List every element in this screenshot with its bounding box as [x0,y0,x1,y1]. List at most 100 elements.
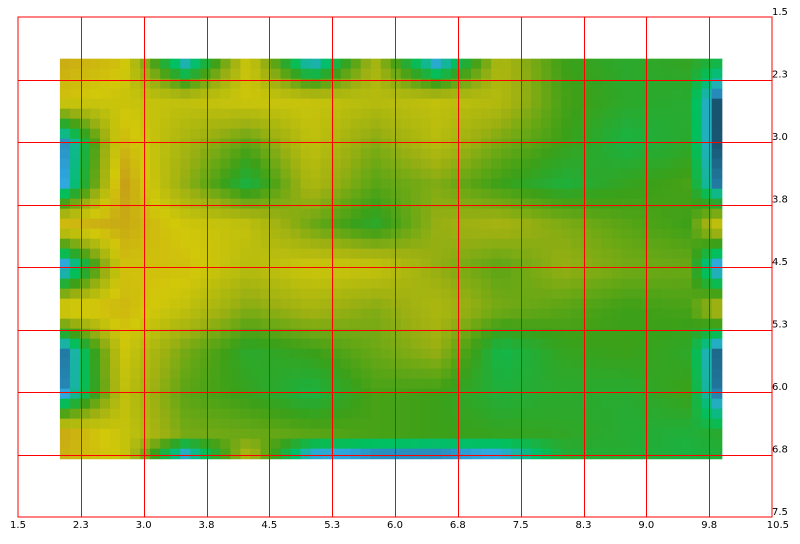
heat-cell [270,158,282,170]
heat-cell [360,238,372,250]
heat-cell [360,118,372,130]
heat-cell [69,408,81,420]
heat-cell [390,308,402,320]
heat-cell [320,288,332,300]
heat-cell [440,318,452,330]
heat-cell [461,278,472,290]
heat-cell [531,288,542,300]
heat-cell [170,228,181,240]
heat-cell [170,368,181,380]
heat-cell [290,198,302,210]
heat-cell [330,408,342,420]
heat-cell [430,128,442,140]
heat-cell [100,308,111,320]
heat-cell [170,408,181,420]
heat-cell [59,368,71,380]
heat-cell [370,238,382,250]
heat-cell [561,118,572,130]
heat-cell [100,378,111,390]
heat-cell [621,258,633,270]
heat-cell [310,258,322,270]
heat-cell [631,98,643,110]
heat-cell [671,158,683,170]
heat-cell [531,348,542,360]
heat-cell [701,378,713,390]
heat-cell [250,298,262,310]
heat-cell [471,178,482,190]
heat-cell [300,168,312,180]
heat-cell [471,128,482,140]
heat-cell [140,358,151,370]
heat-cell [410,148,422,160]
heat-cell [711,78,723,90]
heat-cell [521,438,532,450]
heat-cell [210,328,221,340]
heat-cell [290,118,302,130]
heat-cell [410,58,422,70]
heat-cell [240,248,252,260]
heat-cell [320,438,332,450]
heat-cell [260,348,272,360]
heat-cell [711,228,723,240]
heat-cell [511,298,522,310]
heat-cell [170,358,181,370]
heat-cell [511,238,522,250]
heat-cell [240,158,252,170]
heat-cell [661,218,673,230]
heat-cell [340,198,352,210]
heat-cell [410,128,422,140]
heat-cell [89,158,101,170]
heat-cell [230,298,241,310]
heat-cell [150,268,161,280]
heat-cell [310,78,322,90]
heat-cell [511,338,522,350]
heat-cell [370,278,382,290]
heat-cell [240,378,252,390]
heat-cell [130,298,141,310]
heat-cell [170,88,181,100]
heat-cell [531,398,542,410]
heat-cell [430,378,442,390]
heat-cell [130,318,141,330]
heat-cell [611,338,623,350]
heat-cell [611,148,623,160]
heat-cell [210,318,221,330]
heat-cell [711,288,723,300]
heat-cell [621,348,633,360]
heat-cell [150,238,161,250]
heat-cell [110,348,121,360]
heat-cell [300,218,312,230]
heat-cell [300,258,312,270]
heat-cell [681,328,693,340]
heat-cell [611,118,623,130]
heat-cell [541,138,552,150]
heat-cell [711,418,723,430]
heat-cell [260,418,272,430]
heat-cell [430,278,442,290]
heat-cell [300,318,312,330]
heat-cell [170,188,181,200]
heat-cell [290,58,302,70]
heat-cell [280,338,292,350]
heat-cell [551,428,562,440]
heat-cell [400,308,412,320]
heat-cell [350,58,362,70]
heat-cell [410,378,422,390]
heat-cell [390,68,402,80]
heat-cell [140,318,151,330]
heat-cell [330,278,342,290]
heat-cell [360,58,372,70]
heat-cell [711,198,723,210]
heat-cell [340,148,352,160]
heat-cell [150,118,161,130]
heat-cell [581,438,592,450]
heat-cell [501,408,512,420]
heat-cell [701,418,713,430]
heat-cell [410,278,422,290]
heat-cell [481,428,492,440]
heat-cell [200,338,211,350]
heat-cell [130,358,141,370]
heat-cell [180,368,191,380]
x-axis-ticks: 1.5 2.3 3.0 3.8 4.5 5.3 6.0 6.8 7.5 8.3 9.0 9.8 10.5 [10,520,789,531]
heat-cell [691,268,703,280]
